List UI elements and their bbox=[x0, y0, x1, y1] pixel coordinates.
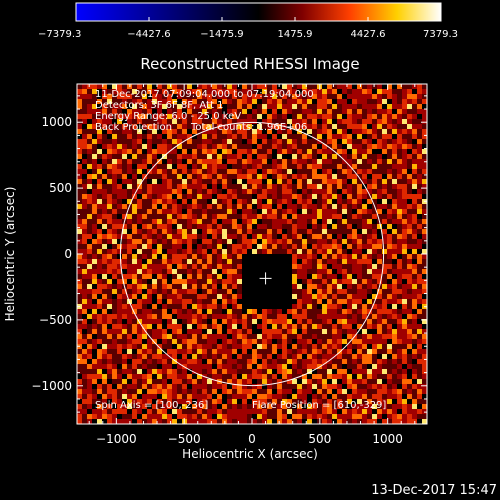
y-tick-label: 0 bbox=[64, 247, 72, 261]
annotation-method: Back Projection bbox=[95, 122, 172, 133]
chart-title: Reconstructed RHESSI Image bbox=[140, 55, 359, 73]
colorbar-ticks: −7379.3 −4427.6 −1475.9 1475.9 4427.6 7379.3 bbox=[38, 17, 458, 40]
y-tick-label: 500 bbox=[49, 181, 72, 195]
heatmap-image bbox=[77, 84, 427, 424]
footer-timestamp: 13-Dec-2017 15:47 bbox=[371, 483, 497, 498]
solar-limb-circle bbox=[119, 121, 385, 387]
annotation-counts: Total counts: 1.96E+06 bbox=[190, 122, 307, 133]
colorbar-tick-label: −4427.6 bbox=[127, 29, 170, 40]
x-tick-label: −1000 bbox=[96, 432, 137, 446]
annotation-detectors: Detectors: 3F 6F 8F, Att 1 bbox=[95, 100, 223, 111]
colorbar-tick-label: 1475.9 bbox=[278, 29, 313, 40]
annotation-spin-axis: Spin Axis = [100,-236] bbox=[95, 400, 208, 411]
x-tick-label: −500 bbox=[168, 432, 201, 446]
x-tick-label: 500 bbox=[308, 432, 331, 446]
colorbar-tick-label: −1475.9 bbox=[200, 29, 243, 40]
annotation-time-range: 11-Dec-2017 07:09:04.000 to 07:19:04.000 bbox=[95, 89, 314, 100]
x-axis-label: Heliocentric X (arcsec) bbox=[182, 447, 318, 461]
colorbar-tick-label: −7379.3 bbox=[38, 29, 81, 40]
y-tick-label: 1000 bbox=[41, 115, 72, 129]
x-tick-label: 1000 bbox=[372, 432, 403, 446]
colorbar-tick-label: 4427.6 bbox=[351, 29, 386, 40]
annotation-flare-position: Flare Position = [610,-329] bbox=[252, 400, 386, 411]
y-axis-label: Heliocentric Y (arcsec) bbox=[3, 187, 17, 322]
y-tick-label: −500 bbox=[39, 313, 72, 327]
annotation-energy: Energy Range: 6.0 - 25.0 keV bbox=[95, 111, 241, 122]
axis-ticks: −1000 −500 0 500 1000 −1000 −500 0 500 1000 bbox=[31, 84, 427, 446]
colorbar bbox=[75, 2, 442, 22]
y-tick-label: −1000 bbox=[31, 379, 72, 393]
colorbar-tick-label: 7379.3 bbox=[423, 29, 458, 40]
x-tick-label: 0 bbox=[248, 432, 256, 446]
spin-axis-marker bbox=[259, 272, 272, 285]
